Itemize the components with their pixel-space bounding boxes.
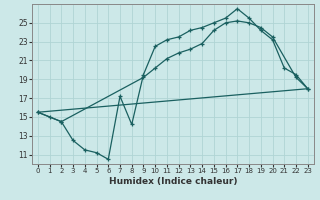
X-axis label: Humidex (Indice chaleur): Humidex (Indice chaleur): [108, 177, 237, 186]
